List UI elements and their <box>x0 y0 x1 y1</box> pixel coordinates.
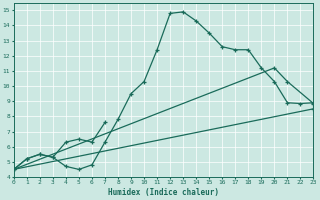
X-axis label: Humidex (Indice chaleur): Humidex (Indice chaleur) <box>108 188 219 197</box>
